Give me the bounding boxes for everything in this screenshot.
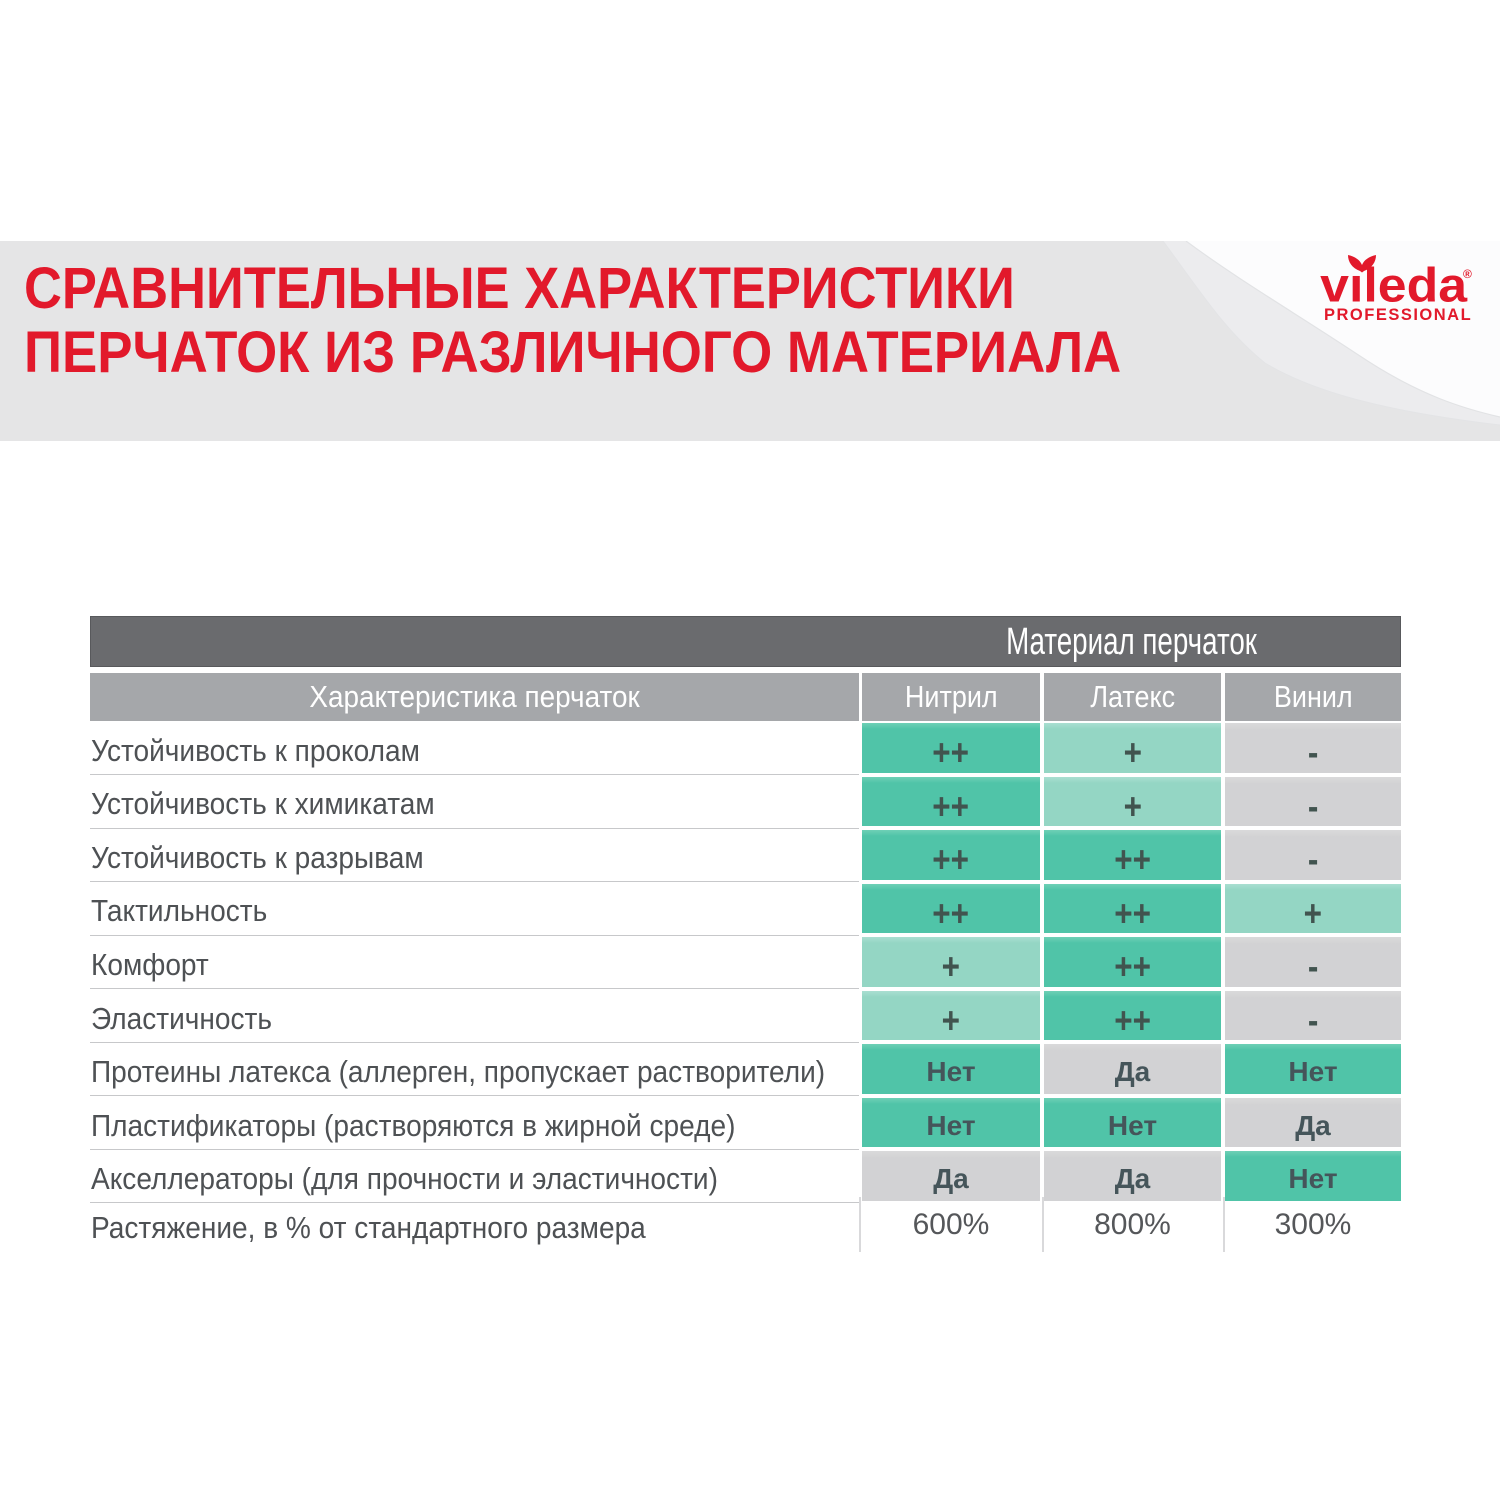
svg-text:PROFESSIONAL: PROFESSIONAL: [1324, 306, 1472, 324]
svg-text:vıleda: vıleda: [1320, 258, 1468, 312]
svg-text:®: ®: [1463, 267, 1472, 281]
